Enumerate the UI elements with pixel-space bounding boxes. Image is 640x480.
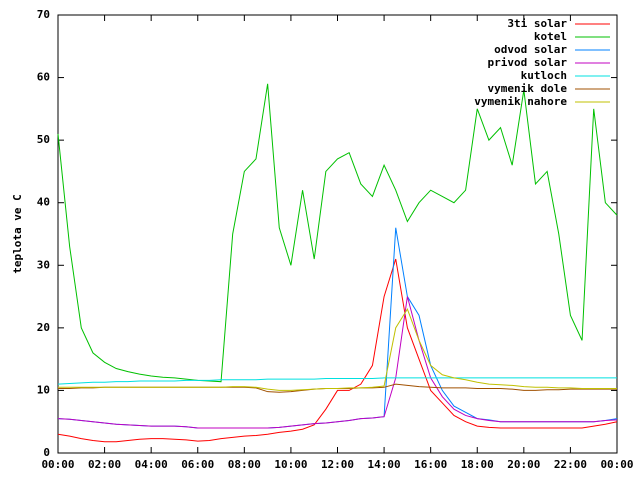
y-tick-label: 60 — [37, 71, 50, 84]
x-tick-label: 06:00 — [181, 458, 214, 471]
series-line — [58, 307, 617, 391]
x-tick-label: 00:00 — [600, 458, 633, 471]
x-tick-label: 18:00 — [461, 458, 494, 471]
y-axis-label: teplota ve C — [11, 194, 24, 273]
x-tick-label: 04:00 — [135, 458, 168, 471]
x-tick-label: 02:00 — [88, 458, 121, 471]
y-tick-label: 10 — [37, 383, 50, 396]
legend-label: kotel — [534, 30, 567, 43]
x-tick-label: 08:00 — [228, 458, 261, 471]
y-tick-label: 70 — [37, 8, 50, 21]
x-tick-label: 22:00 — [554, 458, 587, 471]
x-tick-label: 14:00 — [368, 458, 401, 471]
legend-label: privod solar — [488, 56, 568, 69]
legend-label: kutloch — [521, 69, 567, 82]
x-tick-label: 20:00 — [507, 458, 540, 471]
legend-label: vymenik nahore — [474, 95, 567, 108]
y-tick-label: 50 — [37, 133, 50, 146]
y-tick-label: 40 — [37, 196, 50, 209]
legend-label: 3ti solar — [507, 17, 567, 30]
legend-label: vymenik dole — [488, 82, 568, 95]
series-line — [57, 258, 618, 443]
x-tick-label: 00:00 — [41, 458, 74, 471]
legend-label: odvod solar — [494, 43, 567, 56]
series-line — [57, 227, 618, 429]
series-line — [57, 83, 618, 383]
x-tick-label: 12:00 — [321, 458, 354, 471]
series-line — [57, 296, 618, 429]
y-tick-label: 30 — [37, 258, 50, 271]
x-tick-label: 16:00 — [414, 458, 447, 471]
series-line — [57, 377, 617, 385]
x-tick-label: 10:00 — [274, 458, 307, 471]
y-tick-label: 0 — [43, 446, 50, 459]
y-tick-label: 20 — [37, 321, 50, 334]
